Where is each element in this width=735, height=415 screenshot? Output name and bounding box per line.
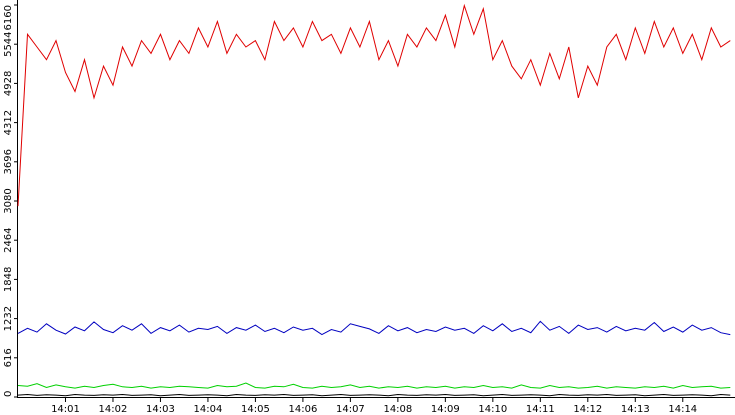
y-tick-label: 616 (3, 348, 14, 367)
x-tick-label: 14:06 (288, 404, 317, 415)
x-tick-label: 14:07 (336, 404, 365, 415)
x-tick-label: 14:09 (431, 404, 460, 415)
y-tick-label: 6160 (3, 5, 14, 30)
x-tick-label: 14:04 (194, 404, 223, 415)
y-tick-label: 4928 (3, 71, 14, 96)
y-tick-label: 1848 (3, 267, 14, 292)
x-tick-label: 14:10 (478, 404, 507, 415)
y-tick-label: 3080 (3, 188, 14, 213)
y-tick-label: 2464 (3, 227, 14, 252)
y-tick-label: 1232 (3, 306, 14, 331)
x-tick-label: 14:13 (621, 404, 650, 415)
x-tick-label: 14:12 (573, 404, 602, 415)
series-line (17, 382, 731, 389)
x-tick-label: 14:11 (526, 404, 555, 415)
x-tick-label: 14:02 (99, 404, 128, 415)
x-tick-label: 14:05 (241, 404, 270, 415)
x-tick-label: 14:03 (146, 404, 175, 415)
series-line (17, 393, 731, 397)
y-tick-label: 0 (3, 391, 14, 397)
series-line (17, 320, 731, 336)
series-line (17, 3, 731, 207)
x-tick-label: 14:08 (383, 404, 412, 415)
y-tick-label: 3696 (3, 149, 14, 174)
y-tick-label: 4312 (3, 110, 14, 135)
x-tick-label: 14:01 (51, 404, 80, 415)
y-tick-label: 5544 (3, 31, 14, 56)
x-tick-label: 14:14 (668, 404, 697, 415)
